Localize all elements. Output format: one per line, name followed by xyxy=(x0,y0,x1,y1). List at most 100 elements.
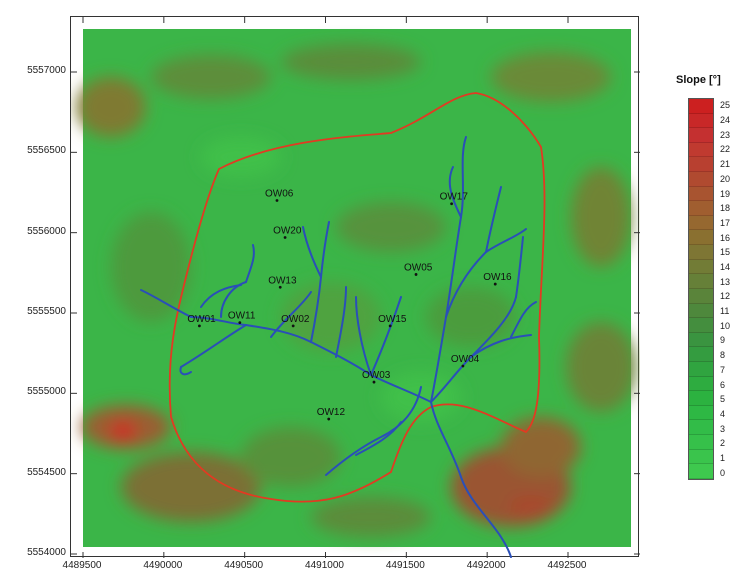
well-marker xyxy=(275,199,279,202)
legend-class-label: 16 xyxy=(720,232,731,243)
well-ow05[interactable]: OW05 xyxy=(404,262,433,276)
slope-map[interactable]: OW06 OW20 OW13 OW01 OW11 OW02 OW17 OW05 OW16 OW15… xyxy=(71,17,640,558)
x-tick-label: 4489500 xyxy=(62,560,102,571)
legend-class-label: 13 xyxy=(720,276,731,287)
legend-color-bar xyxy=(688,98,714,480)
x-tick-label: 4491500 xyxy=(385,560,425,571)
well-marker xyxy=(283,236,287,239)
legend-swatch xyxy=(689,128,713,143)
well-marker xyxy=(278,285,282,289)
legend-class-label: 5 xyxy=(720,394,726,405)
well-marker xyxy=(461,364,465,368)
map-frame: OW06 OW20 OW13 OW01 OW11 OW02 OW17 OW05 OW16 OW15… xyxy=(70,16,640,558)
legend-swatch xyxy=(689,391,713,406)
well-label: OW11 xyxy=(228,311,256,322)
legend-class-label: 21 xyxy=(720,159,731,170)
legend-class-label: 8 xyxy=(720,350,726,361)
x-tick-label: 4492000 xyxy=(466,560,506,571)
legend-swatch xyxy=(689,303,713,319)
legend-class-label: 2 xyxy=(720,438,726,449)
legend-class-label: 4 xyxy=(720,408,726,419)
x-tick-label: 4490500 xyxy=(224,560,264,571)
legend-class-label: 25 xyxy=(720,100,731,111)
legend-class-label: 7 xyxy=(720,364,726,375)
well-ow12[interactable]: OW12 xyxy=(317,407,346,421)
well-label: OW05 xyxy=(404,262,433,273)
well-ow11[interactable]: OW11 xyxy=(228,311,256,325)
x-tick-label: 4490000 xyxy=(143,560,183,571)
legend-swatch xyxy=(689,172,713,187)
well-marker xyxy=(450,202,453,206)
y-tick-label: 5556500 xyxy=(27,145,66,157)
slope-patches xyxy=(76,44,636,537)
well-ow03[interactable]: OW03 xyxy=(362,370,391,384)
well-ow04[interactable]: OW04 xyxy=(451,354,480,368)
legend-swatch xyxy=(689,405,713,421)
legend-class-label: 1 xyxy=(720,452,726,463)
wells-layer: OW06 OW20 OW13 OW01 OW11 OW02 OW17 OW05 OW16 OW15… xyxy=(187,189,512,421)
well-label: OW01 xyxy=(187,314,216,325)
well-label: OW06 xyxy=(265,189,294,200)
legend-swatch xyxy=(689,449,713,465)
catchment-boundary xyxy=(168,92,546,503)
legend-swatch xyxy=(689,376,713,392)
well-marker xyxy=(291,324,295,328)
well-marker xyxy=(493,282,497,286)
well-ow15[interactable]: OW15 xyxy=(378,314,407,328)
legend-swatch xyxy=(689,318,713,333)
legend-swatch xyxy=(689,113,713,129)
legend-class-label: 12 xyxy=(720,291,731,302)
legend-swatch xyxy=(689,288,713,304)
well-ow20[interactable]: OW20 xyxy=(273,225,302,239)
stream-network xyxy=(140,136,537,558)
well-label: OW04 xyxy=(451,354,480,365)
well-label: OW02 xyxy=(281,314,310,325)
well-marker xyxy=(238,321,242,325)
legend-class-label: 10 xyxy=(720,320,731,331)
legend-class-label: 6 xyxy=(720,379,726,390)
legend-swatch xyxy=(689,186,713,202)
legend-class-label: 20 xyxy=(720,173,731,184)
well-marker xyxy=(198,324,201,328)
legend-class-label: 22 xyxy=(720,144,731,155)
well-marker xyxy=(327,417,331,421)
legend-class-label: 18 xyxy=(720,203,731,214)
legend-swatch xyxy=(689,420,713,436)
well-ow01[interactable]: OW01 xyxy=(187,314,216,328)
well-ow06[interactable]: OW06 xyxy=(265,189,294,202)
legend-swatch xyxy=(689,464,713,479)
legend-class-label: 24 xyxy=(720,115,731,126)
axis-layer xyxy=(71,17,640,558)
legend-swatch xyxy=(689,142,713,158)
y-tick-label: 5556000 xyxy=(27,225,66,237)
legend-title: Slope [°] xyxy=(676,74,721,86)
legend-swatch xyxy=(689,435,713,450)
well-label: OW16 xyxy=(483,272,512,283)
well-label: OW13 xyxy=(268,275,297,286)
well-marker xyxy=(388,324,392,328)
legend-class-label: 19 xyxy=(720,188,731,199)
legend-class-label: 9 xyxy=(720,335,726,346)
legend-swatch xyxy=(689,274,713,289)
y-tick-label: 5555000 xyxy=(27,386,66,398)
legend-swatch xyxy=(689,332,713,348)
legend-swatch xyxy=(689,215,713,231)
well-marker xyxy=(372,380,376,384)
well-ow17[interactable]: OW17 xyxy=(440,192,469,206)
well-label: OW03 xyxy=(362,370,391,381)
legend-swatch xyxy=(689,157,713,173)
legend-class-label: 17 xyxy=(720,217,731,228)
legend-swatch xyxy=(689,259,713,275)
well-ow16[interactable]: OW16 xyxy=(483,272,512,286)
well-ow13[interactable]: OW13 xyxy=(268,275,297,289)
well-label: OW17 xyxy=(440,192,469,203)
legend-swatch xyxy=(689,361,713,377)
legend-class-label: 11 xyxy=(720,306,730,317)
x-tick-label: 4492500 xyxy=(547,560,587,571)
slope-legend: Slope [°] 25 24 23 22 21 20 19 18 17 16 15 14 13 12 11… xyxy=(676,74,740,480)
legend-class-label: 3 xyxy=(720,423,726,434)
legend-class-label: 23 xyxy=(720,129,731,140)
legend-class-label: 15 xyxy=(720,247,731,258)
well-ow02[interactable]: OW02 xyxy=(281,314,310,328)
well-label: OW20 xyxy=(273,225,302,236)
